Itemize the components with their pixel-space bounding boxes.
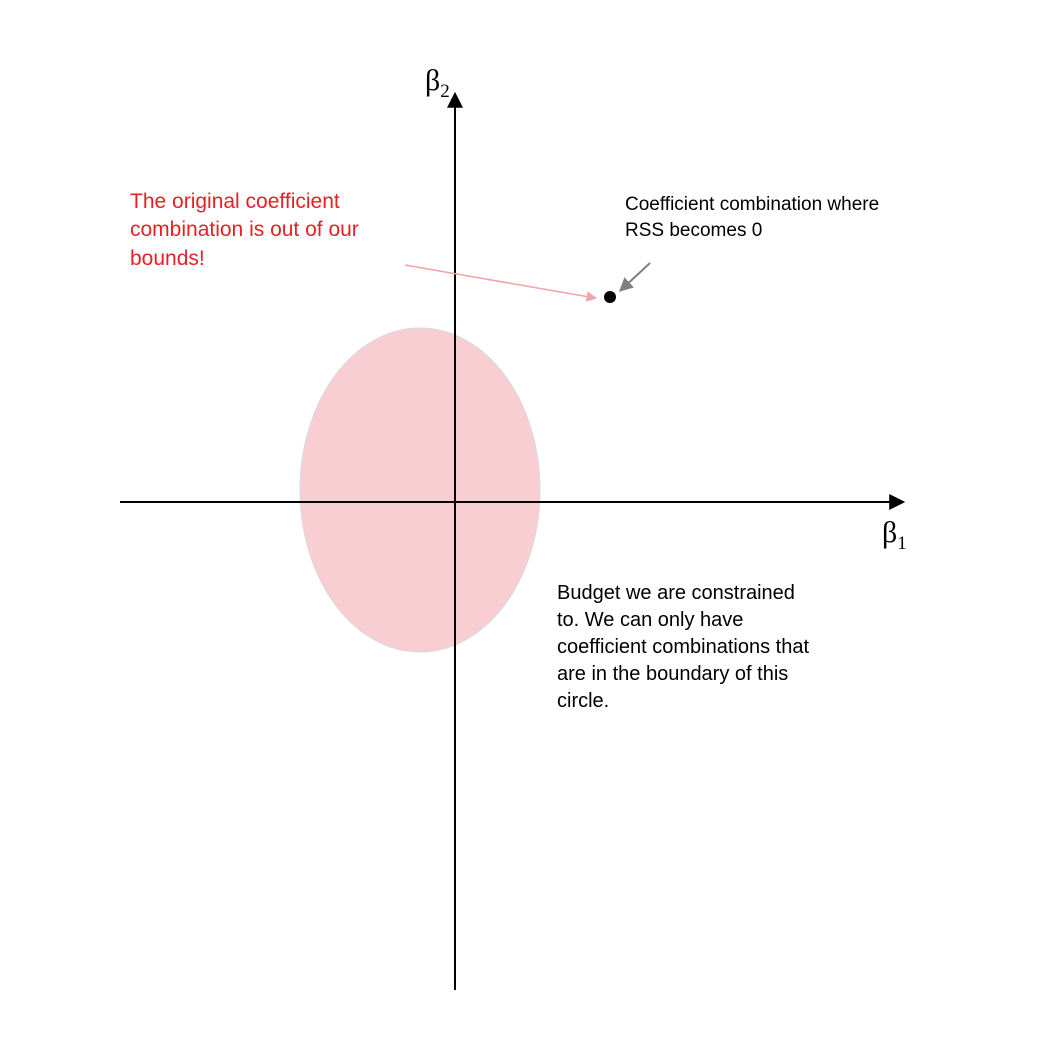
x-axis-label-text: β xyxy=(882,516,897,549)
rss-annotation-text: Coefficient combination whereRSS becomes… xyxy=(625,192,935,243)
budget-annotation-text: Budget we are constrainedto. We can only… xyxy=(557,580,867,715)
x-axis-label-sub: 1 xyxy=(897,533,907,554)
y-axis-label: β2 xyxy=(425,64,450,103)
red-annotation-arrow xyxy=(405,265,595,298)
y-axis-label-sub: 2 xyxy=(440,81,450,102)
x-axis-label: β1 xyxy=(882,516,907,555)
coefficient-point xyxy=(604,291,616,303)
red-annotation-text: The original coefficientcombination is o… xyxy=(130,188,410,273)
budget-ellipse xyxy=(300,328,540,652)
rss-annotation-arrow xyxy=(621,263,650,290)
y-axis-label-text: β xyxy=(425,64,440,97)
